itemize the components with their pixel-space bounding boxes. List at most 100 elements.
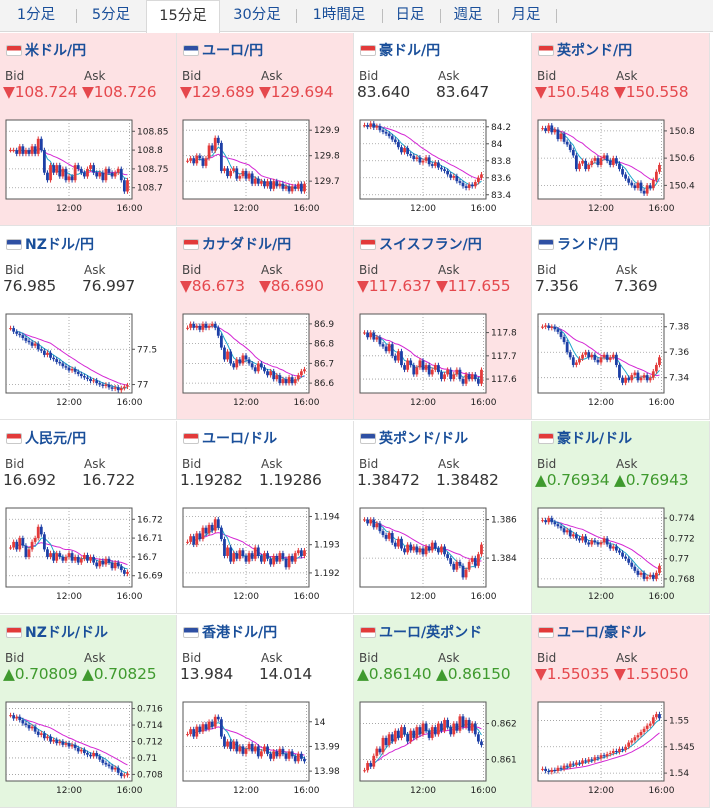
pair-title[interactable]: 香港ドル/円 <box>183 622 277 641</box>
pair-title[interactable]: ランド/円 <box>538 234 618 253</box>
candle-body <box>556 129 560 140</box>
pair-card[interactable]: 英ポンド/円 Bid Ask ▼150.548 ▼150.558 12:00 16:00 15… <box>532 33 710 226</box>
tab-weekly[interactable]: 週足 <box>453 7 483 23</box>
x-tick-label: 12:00 <box>233 398 259 407</box>
candle-body <box>30 146 34 154</box>
au-us-flag-icon <box>538 433 554 444</box>
price-chart[interactable]: 12:00 16:00 86.9 86.8 86.7 86.6 <box>181 311 349 407</box>
pair-card[interactable]: ユーロ/ドル Bid Ask 1.19282 1.19286 12:00 16:00 1.19… <box>177 421 354 614</box>
pair-title[interactable]: ユーロ/円 <box>183 40 263 59</box>
candle-body <box>235 741 239 752</box>
pair-card[interactable]: ユーロ/豪ドル Bid Ask ▼1.55035 ▼1.55050 12:00 16:00 1… <box>532 615 710 808</box>
pair-card[interactable]: 香港ドル/円 Bid Ask 13.984 14.014 12:00 16:00 14 13.9… <box>177 615 354 808</box>
price-chart[interactable]: 12:00 16:00 14 13.99 13.98 <box>181 699 349 795</box>
candle-body <box>256 746 260 757</box>
candle-body <box>104 558 108 565</box>
tab-1hour[interactable]: 1時間足 <box>312 7 366 23</box>
pair-title[interactable]: カナダドル/円 <box>183 234 291 253</box>
ask-label: Ask <box>616 457 638 471</box>
pair-card[interactable]: NZドル/円 Bid Ask 76.985 76.997 12:00 16:00 77.5 77 <box>0 227 177 420</box>
pair-card[interactable]: スイスフラン/円 Bid Ask ▼117.637 ▼117.655 12:00 16:00… <box>354 227 532 420</box>
tab-daily[interactable]: 日足 <box>395 7 425 23</box>
pair-title[interactable]: ユーロ/英ポンド <box>360 622 482 641</box>
pair-title[interactable]: ユーロ/ドル <box>183 428 277 447</box>
tab-30min[interactable]: 30分足 <box>233 7 281 23</box>
pair-card[interactable]: 豪ドル/ドル Bid Ask ▲0.76934 ▲0.76943 12:00 16:00 0.… <box>532 421 710 614</box>
pair-card[interactable]: NZドル/ドル Bid Ask ▲0.70809 ▲0.70825 12:00 16:00 0… <box>0 615 177 808</box>
x-tick-label: 12:00 <box>588 592 614 601</box>
pair-title[interactable]: NZドル/円 <box>6 234 94 253</box>
candle-body <box>387 133 391 137</box>
pair-card[interactable]: 人民元/円 Bid Ask 16.692 16.722 12:00 16:00 16.72 16… <box>0 421 177 614</box>
candle-body <box>253 547 257 559</box>
pair-title[interactable]: ユーロ/豪ドル <box>538 622 646 641</box>
price-chart[interactable]: 12:00 16:00 129.9 129.8 129.7 <box>181 117 349 213</box>
pair-card[interactable]: 米ドル/円 Bid Ask ▼108.724 ▼108.726 12:00 16:00 108… <box>0 33 177 226</box>
candle-body <box>608 544 612 549</box>
candle-body <box>192 729 196 737</box>
bid-price: 16.692 <box>3 471 57 489</box>
price-chart[interactable]: 12:00 16:00 0.716 0.714 0.712 0.71 0.708 <box>4 699 172 795</box>
price-chart[interactable]: 12:00 16:00 77.5 77 <box>4 311 172 407</box>
candle-body <box>244 748 248 754</box>
y-tick-label: 1.55 <box>669 716 689 726</box>
pair-title[interactable]: スイスフラン/円 <box>360 234 482 253</box>
candle-body <box>107 168 111 173</box>
pair-card[interactable]: ランド/円 Bid Ask 7.356 7.369 12:00 16:00 7.38 7.36 7… <box>532 227 710 420</box>
y-tick-label: 108.75 <box>137 165 169 175</box>
pair-card[interactable]: ユーロ/英ポンド Bid Ask ▲0.86140 ▲0.86150 12:00 16:00… <box>354 615 532 808</box>
price-chart[interactable]: 12:00 16:00 84.2 84 83.8 83.6 83.4 <box>358 117 526 213</box>
candle-body <box>424 365 428 370</box>
price-chart[interactable]: 12:00 16:00 1.386 1.384 <box>358 505 526 601</box>
candle-body <box>235 359 239 368</box>
candle-body <box>443 169 446 171</box>
candle-body <box>642 572 646 579</box>
pair-title[interactable]: 豪ドル/ドル <box>538 428 632 447</box>
x-tick-label: 12:00 <box>588 204 614 213</box>
pair-card[interactable]: カナダドル/円 Bid Ask ▼86.673 ▼86.690 12:00 16:00 86.… <box>177 227 354 420</box>
candle-body <box>553 129 557 133</box>
pair-title[interactable]: 英ポンド/ドル <box>360 428 468 447</box>
x-tick-label: 16:00 <box>471 786 497 795</box>
candle-body <box>403 148 406 153</box>
price-chart[interactable]: 12:00 16:00 150.8 150.6 150.4 <box>536 117 704 213</box>
tab-15min[interactable]: 15分足 <box>146 0 220 33</box>
pair-title[interactable]: 人民元/円 <box>6 428 86 447</box>
price-chart[interactable]: 12:00 16:00 117.8 117.7 117.6 <box>358 311 526 407</box>
tab-monthly[interactable]: 月足 <box>511 7 541 23</box>
candle-body <box>574 362 578 365</box>
candle-body <box>259 555 263 562</box>
price-chart[interactable]: 12:00 16:00 0.774 0.772 0.77 0.768 <box>536 505 704 601</box>
candle-body <box>602 755 606 757</box>
x-tick-label: 12:00 <box>410 398 436 407</box>
pair-card[interactable]: 豪ドル/円 Bid Ask 83.640 83.647 12:00 16:00 84.2 84 8… <box>354 33 532 226</box>
bid-label: Bid <box>182 651 202 665</box>
ch-jp-flag-icon <box>360 239 376 250</box>
price-chart[interactable]: 12:00 16:00 16.72 16.71 16.7 16.69 <box>4 505 172 601</box>
candle-body <box>574 762 578 765</box>
pair-card[interactable]: 英ポンド/ドル Bid Ask 1.38472 1.38482 12:00 16:00 1.3… <box>354 421 532 614</box>
candle-body <box>119 388 123 391</box>
pair-title[interactable]: 米ドル/円 <box>6 40 86 59</box>
pair-title[interactable]: 英ポンド/円 <box>538 40 632 59</box>
price-chart[interactable]: 12:00 16:00 0.862 0.861 <box>358 699 526 795</box>
pair-title[interactable]: 豪ドル/円 <box>360 40 440 59</box>
candle-body <box>296 753 300 762</box>
candle-body <box>369 519 373 524</box>
candle-body <box>366 125 370 127</box>
price-chart[interactable]: 12:00 16:00 7.38 7.36 7.34 <box>536 311 704 407</box>
tab-5min[interactable]: 5分足 <box>91 7 131 23</box>
tab-1min[interactable]: 1分足 <box>16 7 56 23</box>
pair-card[interactable]: ユーロ/円 Bid Ask ▼129.689 ▼129.694 12:00 16:00 129… <box>177 33 354 226</box>
price-chart[interactable]: 12:00 16:00 108.85 108.8 108.75 108.7 <box>4 117 172 213</box>
price-chart[interactable]: 12:00 16:00 1.55 1.545 1.54 <box>536 699 704 795</box>
candle-body <box>107 384 111 388</box>
candle-body <box>18 333 22 336</box>
pair-title[interactable]: NZドル/ドル <box>6 622 108 641</box>
x-tick-label: 16:00 <box>294 592 320 601</box>
candle-body <box>247 743 251 749</box>
price-chart[interactable]: 12:00 16:00 1.194 1.193 1.192 <box>181 505 349 601</box>
candle-body <box>15 716 19 719</box>
candle-body <box>46 172 49 181</box>
candle-body <box>70 744 74 747</box>
